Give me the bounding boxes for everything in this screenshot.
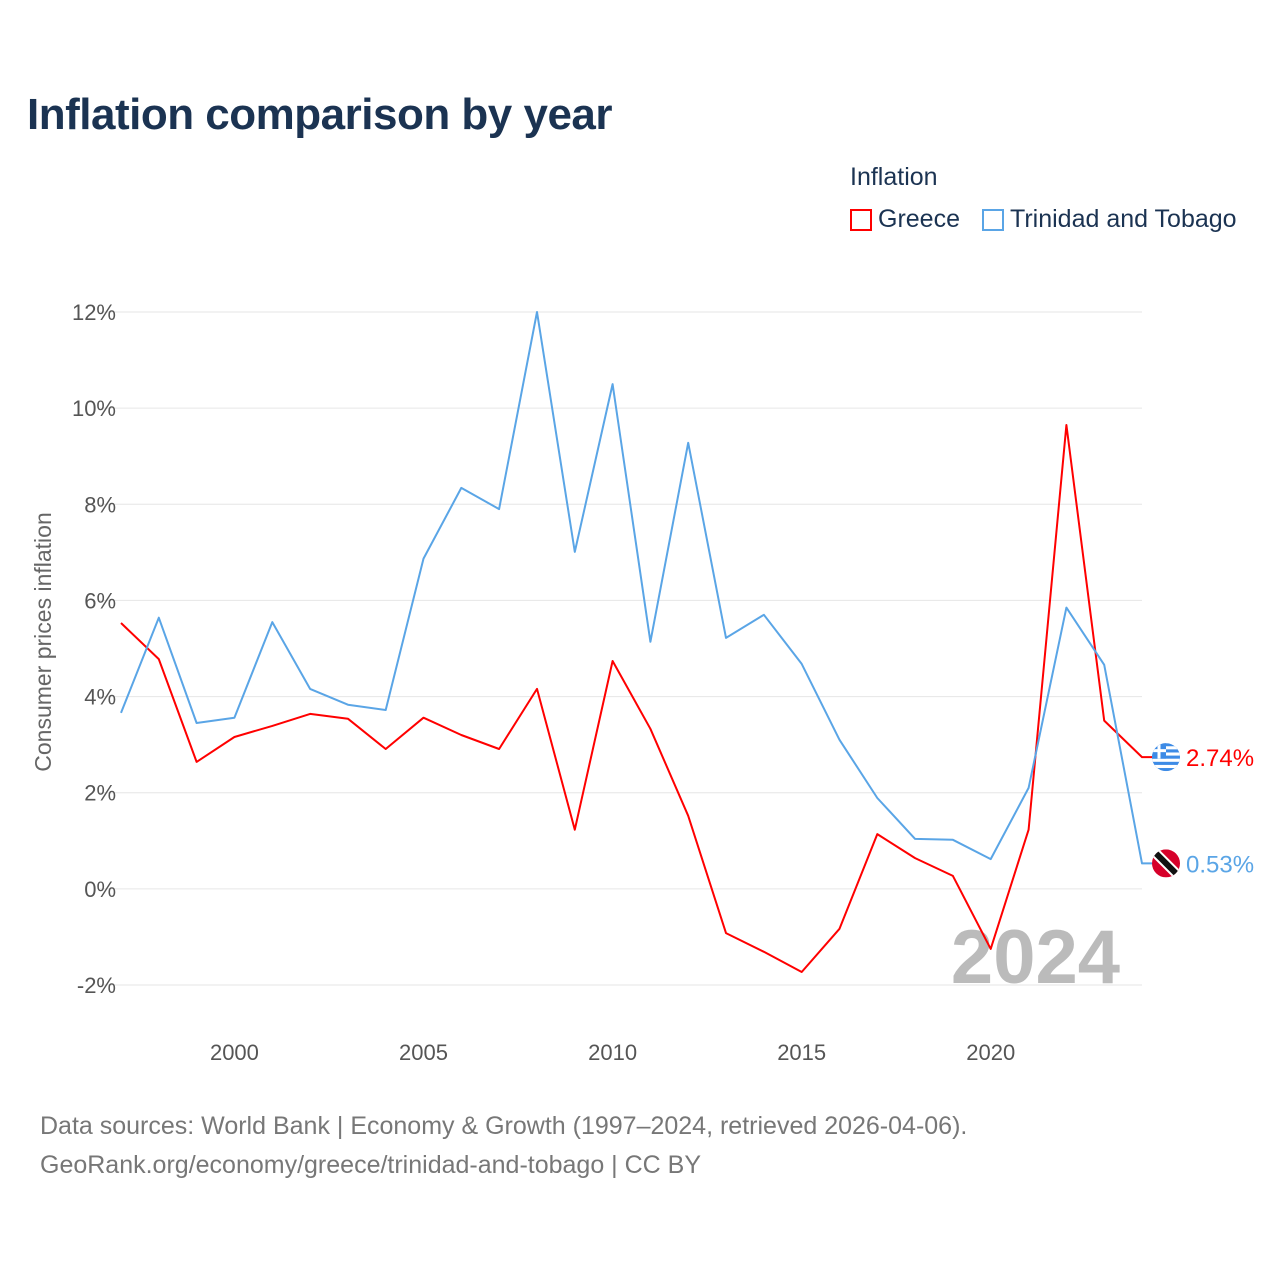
y-tick-label: 10% <box>72 396 116 421</box>
x-tick-label: 2010 <box>588 1040 637 1065</box>
y-tick-label: -2% <box>77 973 116 998</box>
legend-item-trinidad[interactable]: Trinidad and Tobago <box>982 205 1237 234</box>
y-tick-label: 6% <box>84 588 116 613</box>
source-line-2: GeoRank.org/economy/greece/trinidad-and-… <box>40 1151 702 1179</box>
x-tick-label: 2000 <box>210 1040 259 1065</box>
x-tick-label: 2020 <box>966 1040 1015 1065</box>
series-line-0 <box>120 424 1155 973</box>
end-value-label: 2.74% <box>1186 745 1254 772</box>
legend-label: Greece <box>878 205 960 233</box>
legend-title: Inflation <box>850 163 938 191</box>
legend-swatch-trinidad <box>982 208 1004 231</box>
trinidad-flag-icon <box>1152 849 1180 878</box>
chart-title: Inflation comparison by year <box>27 90 613 139</box>
x-tick-label: 2005 <box>399 1040 448 1065</box>
y-axis-label: Consumer prices inflation <box>30 512 56 772</box>
legend-item-greece[interactable]: Greece <box>850 205 960 234</box>
legend-swatch-greece <box>850 208 872 231</box>
end-value-label: 0.53% <box>1186 851 1254 878</box>
y-tick-label: 12% <box>72 300 116 325</box>
source-line-1: Data sources: World Bank | Economy & Gro… <box>40 1112 968 1140</box>
y-tick-label: 2% <box>84 781 116 806</box>
y-tick-label: 4% <box>84 685 116 710</box>
y-tick-label: 0% <box>84 877 116 902</box>
series-line-1 <box>120 311 1155 865</box>
y-tick-label: 8% <box>84 492 116 517</box>
x-tick-label: 2015 <box>777 1040 826 1065</box>
legend-label: Trinidad and Tobago <box>1010 205 1237 233</box>
year-watermark: 2024 <box>951 915 1120 1000</box>
source-note: Data sources: World Bank | Economy & Gro… <box>40 1107 967 1185</box>
greece-flag-icon <box>1152 743 1180 772</box>
